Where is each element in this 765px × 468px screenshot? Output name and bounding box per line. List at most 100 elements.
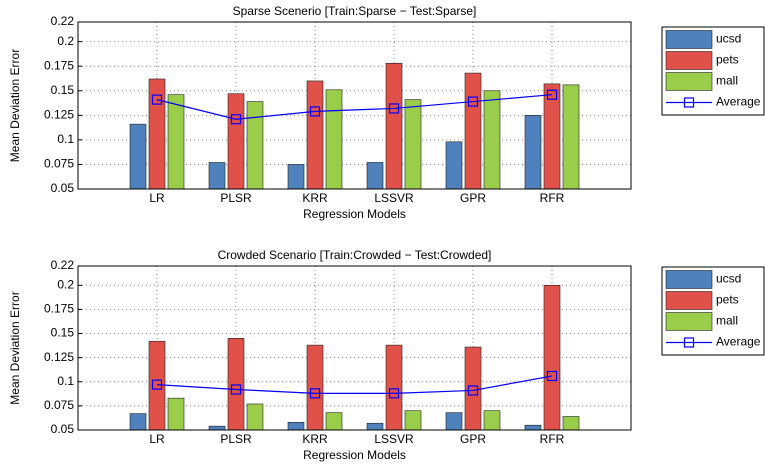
x-tick-label: LR xyxy=(149,191,165,205)
bar xyxy=(562,416,580,431)
y-tick-label: 0.2 xyxy=(57,277,74,291)
x-tick-label: LR xyxy=(149,432,165,446)
y-tick-label: 0.05 xyxy=(51,181,75,195)
axes-box xyxy=(77,265,632,431)
bar xyxy=(167,94,185,190)
average-marker xyxy=(546,370,558,382)
bar xyxy=(385,344,403,431)
legend-label: Average xyxy=(716,335,761,349)
bar xyxy=(524,115,542,190)
bar xyxy=(287,164,305,190)
bar xyxy=(227,93,245,190)
y-tick-label: 0.125 xyxy=(44,107,74,121)
bar xyxy=(464,346,482,431)
x-tick-label: KRR xyxy=(302,432,328,446)
average-marker xyxy=(309,106,321,117)
x-axis-label: Regression Models xyxy=(303,207,406,221)
y-tick-label: 0.15 xyxy=(51,326,75,340)
average-marker xyxy=(151,379,163,390)
x-tick-label: RFR xyxy=(540,432,565,446)
bar xyxy=(445,141,463,190)
legend-marker xyxy=(683,97,695,108)
legend-swatch xyxy=(665,312,713,331)
y-tick-label: 0.175 xyxy=(44,58,74,72)
legend-swatch xyxy=(665,270,713,289)
legend-swatch xyxy=(665,291,713,310)
x-tick-label: PLSR xyxy=(220,191,252,205)
average-marker xyxy=(230,114,242,125)
x-tick-label: LSSVR xyxy=(374,432,414,446)
bar xyxy=(445,412,463,431)
legend-label: mall xyxy=(716,314,738,328)
bar xyxy=(325,89,343,190)
legend-label: ucsd xyxy=(716,32,741,46)
bar xyxy=(404,99,422,190)
average-marker xyxy=(151,94,163,105)
bar xyxy=(404,410,422,431)
bar xyxy=(464,72,482,190)
bar xyxy=(562,84,580,190)
y-tick-label: 0.05 xyxy=(51,422,75,436)
bar xyxy=(483,90,501,190)
legend-label: ucsd xyxy=(716,272,741,286)
average-marker xyxy=(309,388,321,399)
bar xyxy=(325,412,343,431)
y-tick-label: 0.075 xyxy=(44,398,74,412)
x-tick-label: GPR xyxy=(460,432,486,446)
average-marker xyxy=(230,384,242,395)
x-tick-label: GPR xyxy=(460,191,486,205)
average-marker xyxy=(388,103,400,114)
bar xyxy=(287,421,305,431)
legend-swatch xyxy=(665,51,713,70)
legend-label: mall xyxy=(716,74,738,88)
bar xyxy=(129,123,147,190)
y-tick-label: 0.22 xyxy=(51,14,75,28)
chart-title: Sparse Scenerio [Train:Sparse − Test:Spa… xyxy=(233,4,477,18)
y-tick-label: 0.125 xyxy=(44,350,74,364)
y-axis-label: Mean Deviation Error xyxy=(8,291,22,404)
average-line xyxy=(156,375,553,394)
y-tick-label: 0.1 xyxy=(57,374,74,388)
average-marker xyxy=(467,385,479,396)
bar xyxy=(129,413,147,431)
bar xyxy=(208,162,226,190)
average-marker xyxy=(546,89,558,100)
bar xyxy=(167,397,185,431)
legend-swatch xyxy=(665,30,713,49)
bar xyxy=(148,340,166,431)
bar xyxy=(306,80,324,190)
bar xyxy=(483,410,501,431)
bar xyxy=(246,403,264,431)
legend-marker xyxy=(683,337,695,348)
bar xyxy=(524,424,542,431)
chart-title: Crowded Scenario [Train:Crowded − Test:C… xyxy=(218,248,492,262)
legend-label: pets xyxy=(716,53,739,67)
x-tick-label: RFR xyxy=(540,191,565,205)
y-axis-label: Mean Deviation Error xyxy=(8,49,22,162)
y-tick-label: 0.175 xyxy=(44,302,74,316)
bar xyxy=(306,344,324,431)
x-axis-label: Regression Models xyxy=(303,448,406,462)
bar xyxy=(227,338,245,431)
average-marker xyxy=(467,96,479,107)
average-line xyxy=(156,94,553,120)
legend-label: Average xyxy=(716,95,761,109)
x-tick-label: PLSR xyxy=(220,432,252,446)
y-tick-label: 0.2 xyxy=(57,34,74,48)
axes-box xyxy=(77,21,632,190)
y-tick-label: 0.075 xyxy=(44,157,74,171)
bar xyxy=(385,62,403,190)
legend-box xyxy=(661,26,765,116)
bar xyxy=(208,425,226,431)
bar xyxy=(543,284,561,431)
bar xyxy=(366,422,384,431)
bar xyxy=(246,101,264,190)
y-tick-label: 0.22 xyxy=(51,258,75,272)
legend-swatch xyxy=(665,72,713,91)
legend-label: pets xyxy=(716,293,739,307)
y-tick-label: 0.1 xyxy=(57,132,74,146)
bar xyxy=(366,162,384,190)
x-tick-label: KRR xyxy=(302,191,328,205)
x-tick-label: LSSVR xyxy=(374,191,414,205)
